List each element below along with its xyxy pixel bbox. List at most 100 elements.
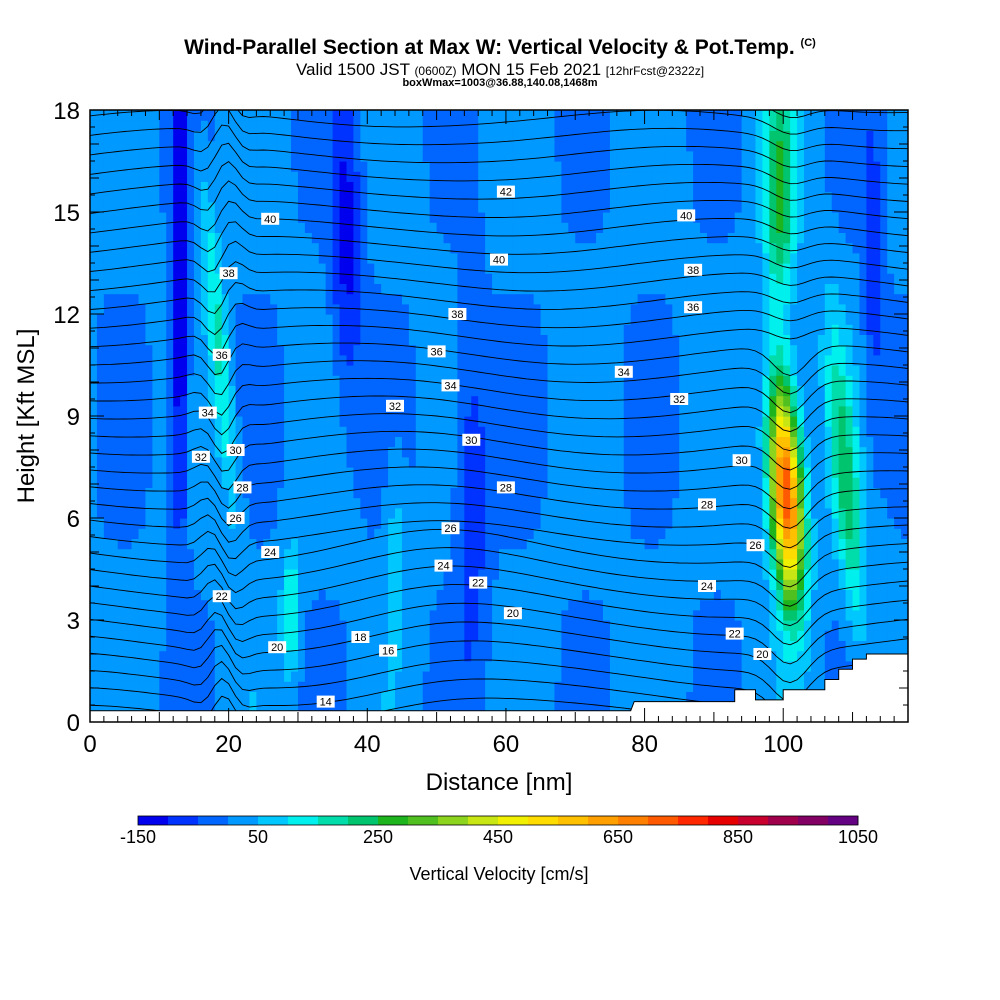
w-cell xyxy=(554,538,562,550)
w-cell xyxy=(256,201,264,213)
w-cell xyxy=(609,395,618,407)
w-cell xyxy=(193,344,202,356)
w-cell xyxy=(353,130,361,142)
w-cell xyxy=(554,365,562,376)
w-cell xyxy=(658,171,666,182)
w-cell xyxy=(256,640,264,652)
w-cell xyxy=(131,589,140,601)
w-cell xyxy=(270,671,278,682)
w-cell xyxy=(499,110,507,121)
w-cell xyxy=(318,242,327,254)
w-cell xyxy=(478,324,486,335)
w-cell xyxy=(381,671,389,682)
w-cell xyxy=(284,140,292,152)
w-cell xyxy=(297,671,306,682)
w-cell xyxy=(526,436,535,448)
w-cell xyxy=(110,436,119,448)
w-cell xyxy=(561,650,569,662)
w-cell xyxy=(353,273,361,284)
w-cell xyxy=(526,354,535,366)
w-cell xyxy=(117,365,126,376)
w-cell xyxy=(471,456,479,468)
w-cell xyxy=(443,548,452,560)
w-cell xyxy=(277,405,285,417)
w-cell xyxy=(249,405,257,417)
w-cell xyxy=(443,293,452,305)
w-cell xyxy=(304,579,313,590)
w-cell xyxy=(207,467,216,478)
w-cell xyxy=(235,324,244,335)
w-cell xyxy=(318,181,327,193)
w-cell xyxy=(415,660,424,672)
w-cell xyxy=(297,497,306,509)
w-cell xyxy=(117,283,126,295)
w-cell xyxy=(644,640,653,652)
w-cell xyxy=(180,681,188,692)
w-cell xyxy=(228,354,237,366)
w-cell xyxy=(297,283,306,295)
w-cell xyxy=(297,273,306,284)
w-cell xyxy=(630,538,639,550)
w-cell xyxy=(304,171,313,182)
w-cell xyxy=(478,630,486,641)
w-cell xyxy=(616,426,625,437)
w-cell xyxy=(596,467,604,478)
w-cell xyxy=(637,293,646,305)
w-cell xyxy=(311,293,320,305)
w-cell xyxy=(519,446,528,458)
w-cell xyxy=(408,110,417,121)
w-cell xyxy=(381,242,389,254)
w-cell xyxy=(547,365,556,376)
w-cell xyxy=(291,191,299,203)
w-cell xyxy=(346,579,355,590)
w-cell xyxy=(318,161,327,172)
w-cell xyxy=(457,385,465,397)
w-cell xyxy=(297,314,306,325)
w-cell xyxy=(401,344,410,356)
w-cell xyxy=(429,436,438,448)
w-cell xyxy=(505,242,514,254)
w-cell xyxy=(374,191,382,203)
w-cell xyxy=(263,487,271,499)
w-cell xyxy=(478,232,486,244)
w-cell xyxy=(256,344,264,356)
w-cell xyxy=(284,303,292,315)
w-cell xyxy=(644,650,653,662)
w-cell xyxy=(235,691,244,703)
w-cell xyxy=(644,283,653,295)
w-cell xyxy=(457,161,465,172)
w-cell xyxy=(575,548,583,560)
w-cell xyxy=(318,120,327,131)
w-cell xyxy=(297,334,306,346)
w-cell xyxy=(623,650,632,662)
w-cell xyxy=(561,518,569,529)
w-cell xyxy=(499,222,507,233)
w-cell xyxy=(526,701,535,713)
w-cell xyxy=(353,212,361,223)
w-cell xyxy=(575,569,583,580)
w-cell xyxy=(415,283,424,295)
w-cell xyxy=(235,273,244,284)
w-cell xyxy=(117,150,126,162)
w-cell xyxy=(256,507,264,519)
w-cell xyxy=(249,630,257,641)
w-cell xyxy=(214,620,223,631)
w-cell xyxy=(346,293,355,305)
w-cell xyxy=(616,171,625,182)
w-cell xyxy=(131,252,140,264)
w-cell xyxy=(291,569,299,580)
w-cell xyxy=(596,273,604,284)
w-cell xyxy=(388,314,396,325)
w-cell xyxy=(540,324,549,335)
w-cell xyxy=(90,191,98,203)
w-cell xyxy=(228,385,237,397)
w-cell xyxy=(388,599,396,611)
w-cell xyxy=(311,436,320,448)
w-cell xyxy=(644,569,653,580)
w-cell xyxy=(367,405,375,417)
w-cell xyxy=(499,691,507,703)
w-cell xyxy=(443,691,452,703)
w-cell xyxy=(602,446,611,458)
w-cell xyxy=(297,691,306,703)
w-cell xyxy=(221,212,230,223)
